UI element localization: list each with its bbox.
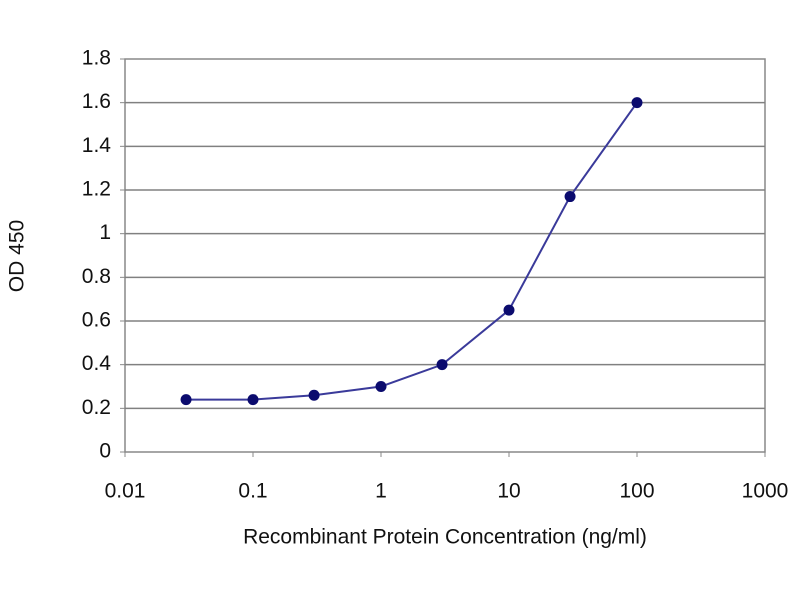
data-point: [503, 304, 515, 316]
y-tick-label: 1.6: [82, 90, 111, 113]
plot-area: [124, 58, 766, 453]
y-tick-label: 1.2: [82, 178, 111, 201]
y-tick-label: 0.6: [82, 309, 111, 332]
y-tick-label: 0: [99, 440, 111, 463]
y-tick-label: 1: [99, 221, 111, 244]
x-axis-label: Recombinant Protein Concentration (ng/ml…: [243, 526, 647, 549]
data-point: [631, 97, 643, 109]
x-tick-label: 10: [497, 480, 520, 503]
x-tick-label: 1: [375, 480, 387, 503]
y-tick-label: 0.8: [82, 265, 111, 288]
data-point: [564, 191, 576, 203]
y-tick-label: 0.2: [82, 396, 111, 419]
x-tick-label: 1000: [742, 480, 789, 503]
y-tick-label: 1.8: [82, 47, 111, 70]
y-tick-label: 0.4: [82, 352, 112, 375]
x-tick-label: 0.1: [238, 480, 267, 503]
data-point: [308, 389, 320, 401]
data-point: [180, 394, 192, 406]
data-point: [436, 359, 448, 371]
data-point: [247, 394, 259, 406]
y-tick-label: 1.4: [82, 134, 112, 157]
y-axis-label: OD 450: [6, 220, 29, 292]
data-line: [186, 102, 638, 401]
x-tick-label: 0.01: [105, 480, 146, 503]
x-tick-label: 100: [619, 480, 654, 503]
data-point: [375, 381, 387, 392]
